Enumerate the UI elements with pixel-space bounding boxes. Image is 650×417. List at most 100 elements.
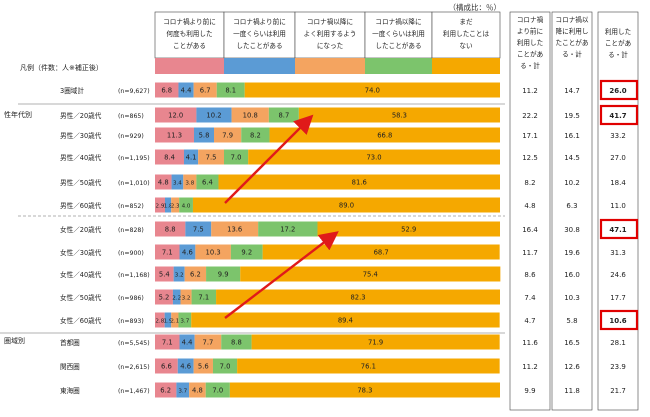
summary-after-value: 16.0 — [564, 271, 580, 279]
legend-swatch — [295, 58, 365, 74]
row-sample-size: (n=1,467) — [118, 388, 150, 395]
row-label: 女性／60歳代 — [60, 316, 102, 325]
legend-item-label: コロナ禍より前に — [233, 17, 286, 26]
row-label: 男性／40歳代 — [60, 153, 102, 162]
bar-value-label: 5.2 — [159, 294, 170, 302]
legend-item-box — [364, 11, 433, 59]
summary-header-label: 利用した — [517, 38, 543, 47]
bar-segment — [155, 312, 165, 328]
bar-value-label: 7.5 — [206, 154, 217, 162]
legend-item-label: したことがある — [236, 41, 282, 50]
legend-item-label: ことがある — [173, 41, 206, 50]
row-label: 男性／30歳代 — [60, 131, 102, 140]
summary-after-value: 16.1 — [564, 132, 580, 140]
bar-segment — [231, 107, 269, 123]
row-label: 男性／60歳代 — [60, 201, 102, 210]
row-sample-size: (n=828) — [118, 227, 144, 234]
bar-value-label: 8.4 — [164, 154, 175, 162]
group-label-sex-age: 性年代別 — [4, 110, 32, 119]
bar-segment — [194, 334, 222, 350]
bar-value-label: 7.5 — [193, 226, 204, 234]
row-label: 関西圏 — [60, 363, 80, 371]
bar-segment — [184, 266, 207, 282]
bar-value-label: 4.0 — [182, 204, 191, 210]
group-label-region: 圏域別 — [4, 336, 25, 345]
bar-segment — [155, 382, 177, 398]
bar-segment — [212, 358, 238, 374]
bar-segment — [183, 174, 197, 190]
bar-value-label: 8.8 — [231, 339, 242, 347]
bar-segment — [171, 174, 184, 190]
summary-before-value: 11.2 — [522, 87, 538, 95]
bar-segment — [196, 174, 219, 190]
summary-header-label: コロナ禍 — [517, 15, 544, 24]
bar-segment — [172, 289, 181, 305]
row-sample-size: (n=2,615) — [118, 364, 150, 371]
bar-segment — [179, 244, 196, 260]
bar-value-label: 9.2 — [241, 249, 252, 257]
legend-swatch — [365, 58, 432, 74]
summary-header-label: る・計 — [520, 61, 540, 70]
bar-segment — [251, 334, 500, 350]
bar-value-label: 3.2 — [175, 273, 184, 279]
bar-value-label: 10.2 — [206, 112, 221, 120]
legend-item-box — [294, 11, 366, 59]
bar-segment — [155, 149, 184, 165]
summary-total-value: 18.4 — [610, 179, 626, 187]
summary-before-value: 4.8 — [524, 202, 535, 210]
bar-value-label: 2.3 — [171, 204, 180, 210]
legend-item-label: したことがある — [375, 41, 421, 50]
summary-header-label: 利用した — [605, 27, 631, 36]
bar-segment — [171, 197, 180, 213]
row-label: 首都圏 — [60, 338, 80, 347]
bar-value-label: 7.0 — [231, 154, 242, 162]
summary-after-value: 6.3 — [566, 202, 577, 210]
bar-value-label: 89.0 — [339, 202, 354, 210]
bar-segment — [189, 382, 206, 398]
bar-value-label: 4.8 — [158, 179, 169, 187]
bar-value-label: 6.2 — [190, 271, 201, 279]
trend-arrow — [224, 231, 339, 319]
row-sample-size: (n=5,545) — [118, 340, 150, 347]
bar-value-label: 6.4 — [202, 179, 213, 187]
bar-value-label: 6.7 — [200, 87, 211, 95]
bar-value-label: 2.1 — [170, 319, 179, 325]
bar-segment — [176, 382, 190, 398]
legend-prefix: 凡例（件数：人※補正後） — [20, 63, 103, 72]
bar-segment — [244, 82, 500, 98]
summary-column-frame — [551, 11, 593, 411]
summary-total-value: 41.7 — [609, 112, 626, 120]
bar-value-label: 4.8 — [192, 387, 203, 395]
summary-total-value: 33.2 — [610, 132, 626, 140]
row-sample-size: (n=9,627) — [118, 88, 150, 95]
summary-after-value: 19.5 — [564, 112, 580, 120]
row-sample-size: (n=852) — [118, 203, 144, 210]
bar-segment — [196, 107, 232, 123]
bar-segment — [179, 334, 195, 350]
bar-value-label: 13.6 — [227, 226, 242, 234]
bar-value-label: 10.3 — [206, 249, 221, 257]
bar-segment — [191, 312, 500, 328]
bar-segment — [178, 312, 192, 328]
legend-swatch — [155, 58, 224, 74]
bar-value-label: 1.8 — [164, 204, 173, 210]
row-sample-size: (n=1,010) — [118, 180, 150, 187]
legend-item-label: 何度も利用した — [166, 29, 212, 38]
bar-value-label: 3.2 — [182, 296, 191, 302]
row-label: 女性／40歳代 — [60, 270, 102, 279]
bar-segment — [206, 266, 241, 282]
row-label: 女性／30歳代 — [60, 248, 102, 257]
summary-before-value: 9.9 — [524, 387, 535, 395]
summary-after-value: 16.5 — [564, 339, 580, 347]
bar-value-label: 7.0 — [220, 363, 231, 371]
bar-segment — [165, 197, 172, 213]
summary-column-frame — [509, 11, 551, 411]
bar-segment — [155, 107, 197, 123]
bar-segment — [269, 127, 500, 143]
row-label: 東海圏 — [60, 386, 80, 395]
row-label: 女性／50歳代 — [60, 293, 102, 302]
summary-before-value: 11.2 — [522, 363, 538, 371]
summary-after-value: 19.6 — [564, 249, 580, 257]
summary-total-value: 11.0 — [610, 202, 626, 210]
